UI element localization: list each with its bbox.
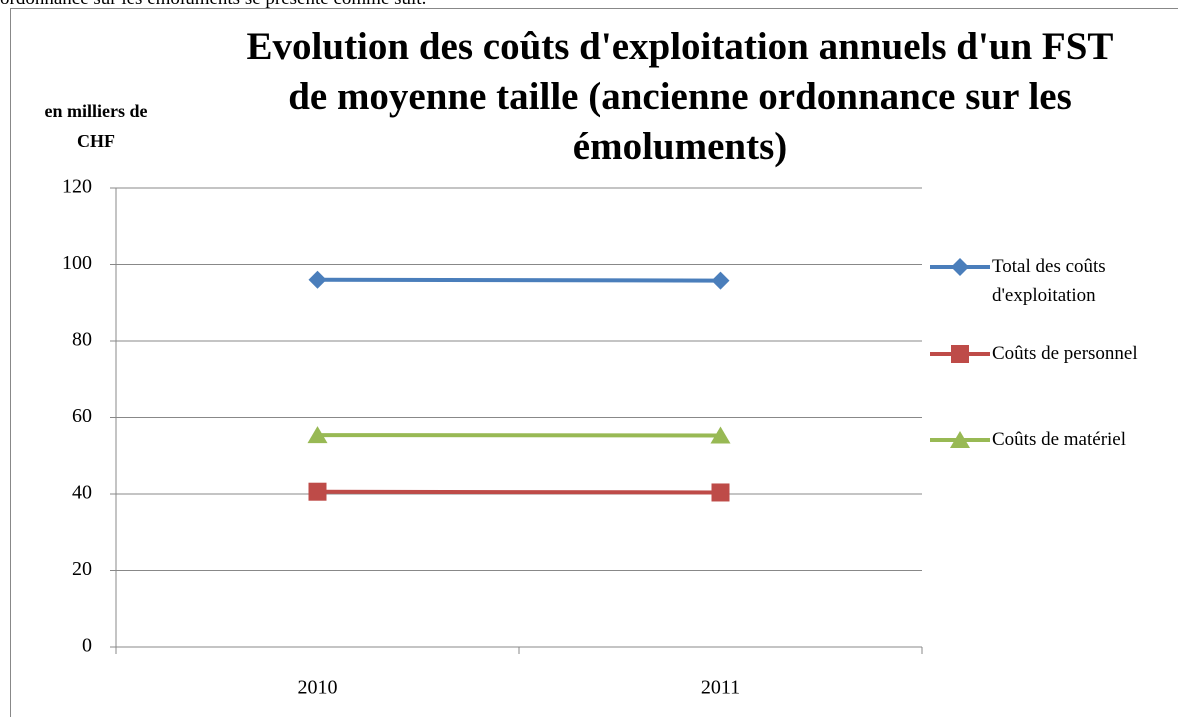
y-tick-label: 100 xyxy=(62,252,92,274)
x-tick-label: 2010 xyxy=(298,677,338,699)
legend-label: Coûts de personnel xyxy=(992,343,1138,364)
marker xyxy=(308,482,327,501)
chart-title: Evolution des coûts d'exploitation annue… xyxy=(246,25,1114,168)
y-tick-label: 120 xyxy=(62,176,92,198)
y-tick-label: 40 xyxy=(72,482,92,504)
marker xyxy=(951,345,969,363)
marker xyxy=(307,426,328,444)
y-tick-label: 0 xyxy=(82,635,92,657)
y-tick-label: 20 xyxy=(72,558,92,580)
page-text: ordonnance sur les émoluments se présent… xyxy=(0,0,426,10)
y-tick-label: 80 xyxy=(72,329,92,351)
y-axis-label: en milliers de CHF xyxy=(44,101,148,151)
marker xyxy=(950,431,970,448)
legend-label: Coûts de matériel xyxy=(992,429,1127,450)
series-line xyxy=(317,489,721,495)
legend-label: Total des coûts d'exploitation xyxy=(992,256,1106,306)
chart-frame xyxy=(10,8,1178,717)
y-tick-label: 60 xyxy=(72,405,92,427)
marker xyxy=(308,270,327,289)
marker xyxy=(951,258,969,276)
marker xyxy=(710,426,731,444)
series-line xyxy=(317,277,721,283)
x-tick-label: 2011 xyxy=(701,677,740,699)
marker xyxy=(711,271,730,290)
marker xyxy=(711,483,730,502)
